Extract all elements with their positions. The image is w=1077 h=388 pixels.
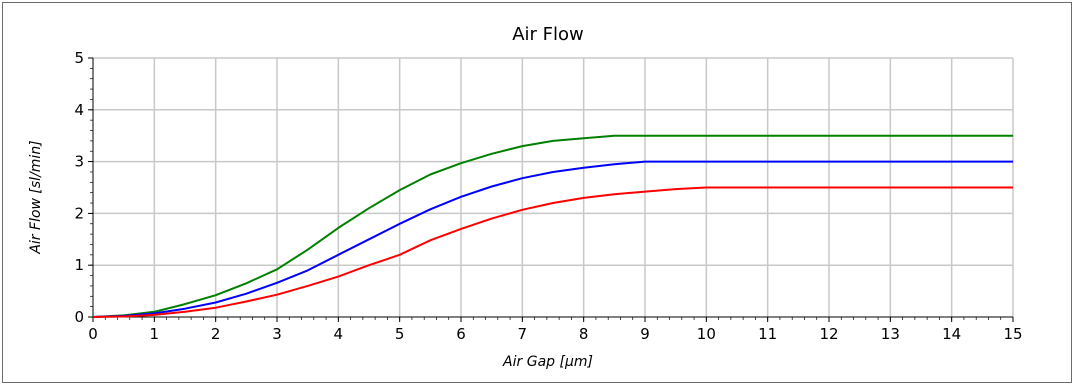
- y-tick-label: 0: [74, 308, 84, 326]
- x-tick-labels: 0 1 2 3 4 5 6 7 8 9 10 11 12 13 14 15: [88, 325, 1022, 343]
- x-tick-label: 1: [150, 325, 160, 343]
- grid: [93, 57, 1014, 317]
- x-tick-label: 0: [88, 325, 98, 343]
- series-line-1: [92, 134, 1013, 318]
- x-tick-label: 9: [640, 325, 650, 343]
- x-tick-label: 10: [697, 325, 716, 343]
- x-tick-label: 6: [456, 325, 466, 343]
- x-tick-label: 12: [819, 325, 838, 343]
- series-lines: [92, 134, 1013, 318]
- x-tick-label: 3: [272, 325, 282, 343]
- series-line-3: [92, 186, 1013, 318]
- x-tick-label: 13: [881, 325, 900, 343]
- y-tick-label: 4: [74, 101, 84, 119]
- y-tick-label: 3: [74, 153, 84, 171]
- x-tick-label: 8: [579, 325, 589, 343]
- axes: [88, 57, 1014, 322]
- x-tick-label: 4: [334, 325, 344, 343]
- x-axis-label: Air Gap [µm]: [502, 354, 593, 370]
- chart-title: Air Flow: [512, 24, 584, 45]
- y-axis-label: Air Flow [sl/min]: [28, 140, 44, 254]
- x-tick-label: 11: [758, 325, 777, 343]
- x-tick-label: 15: [1003, 325, 1022, 343]
- x-tick-label: 2: [211, 325, 221, 343]
- series-line-2: [92, 160, 1013, 318]
- y-tick-label: 1: [74, 256, 84, 274]
- y-tick-label: 5: [74, 49, 84, 67]
- y-tick-labels: 0 1 2 3 4 5: [74, 49, 84, 326]
- y-tick-label: 2: [74, 204, 84, 222]
- x-tick-label: 7: [518, 325, 528, 343]
- x-tick-label: 14: [942, 325, 961, 343]
- x-tick-label: 5: [395, 325, 405, 343]
